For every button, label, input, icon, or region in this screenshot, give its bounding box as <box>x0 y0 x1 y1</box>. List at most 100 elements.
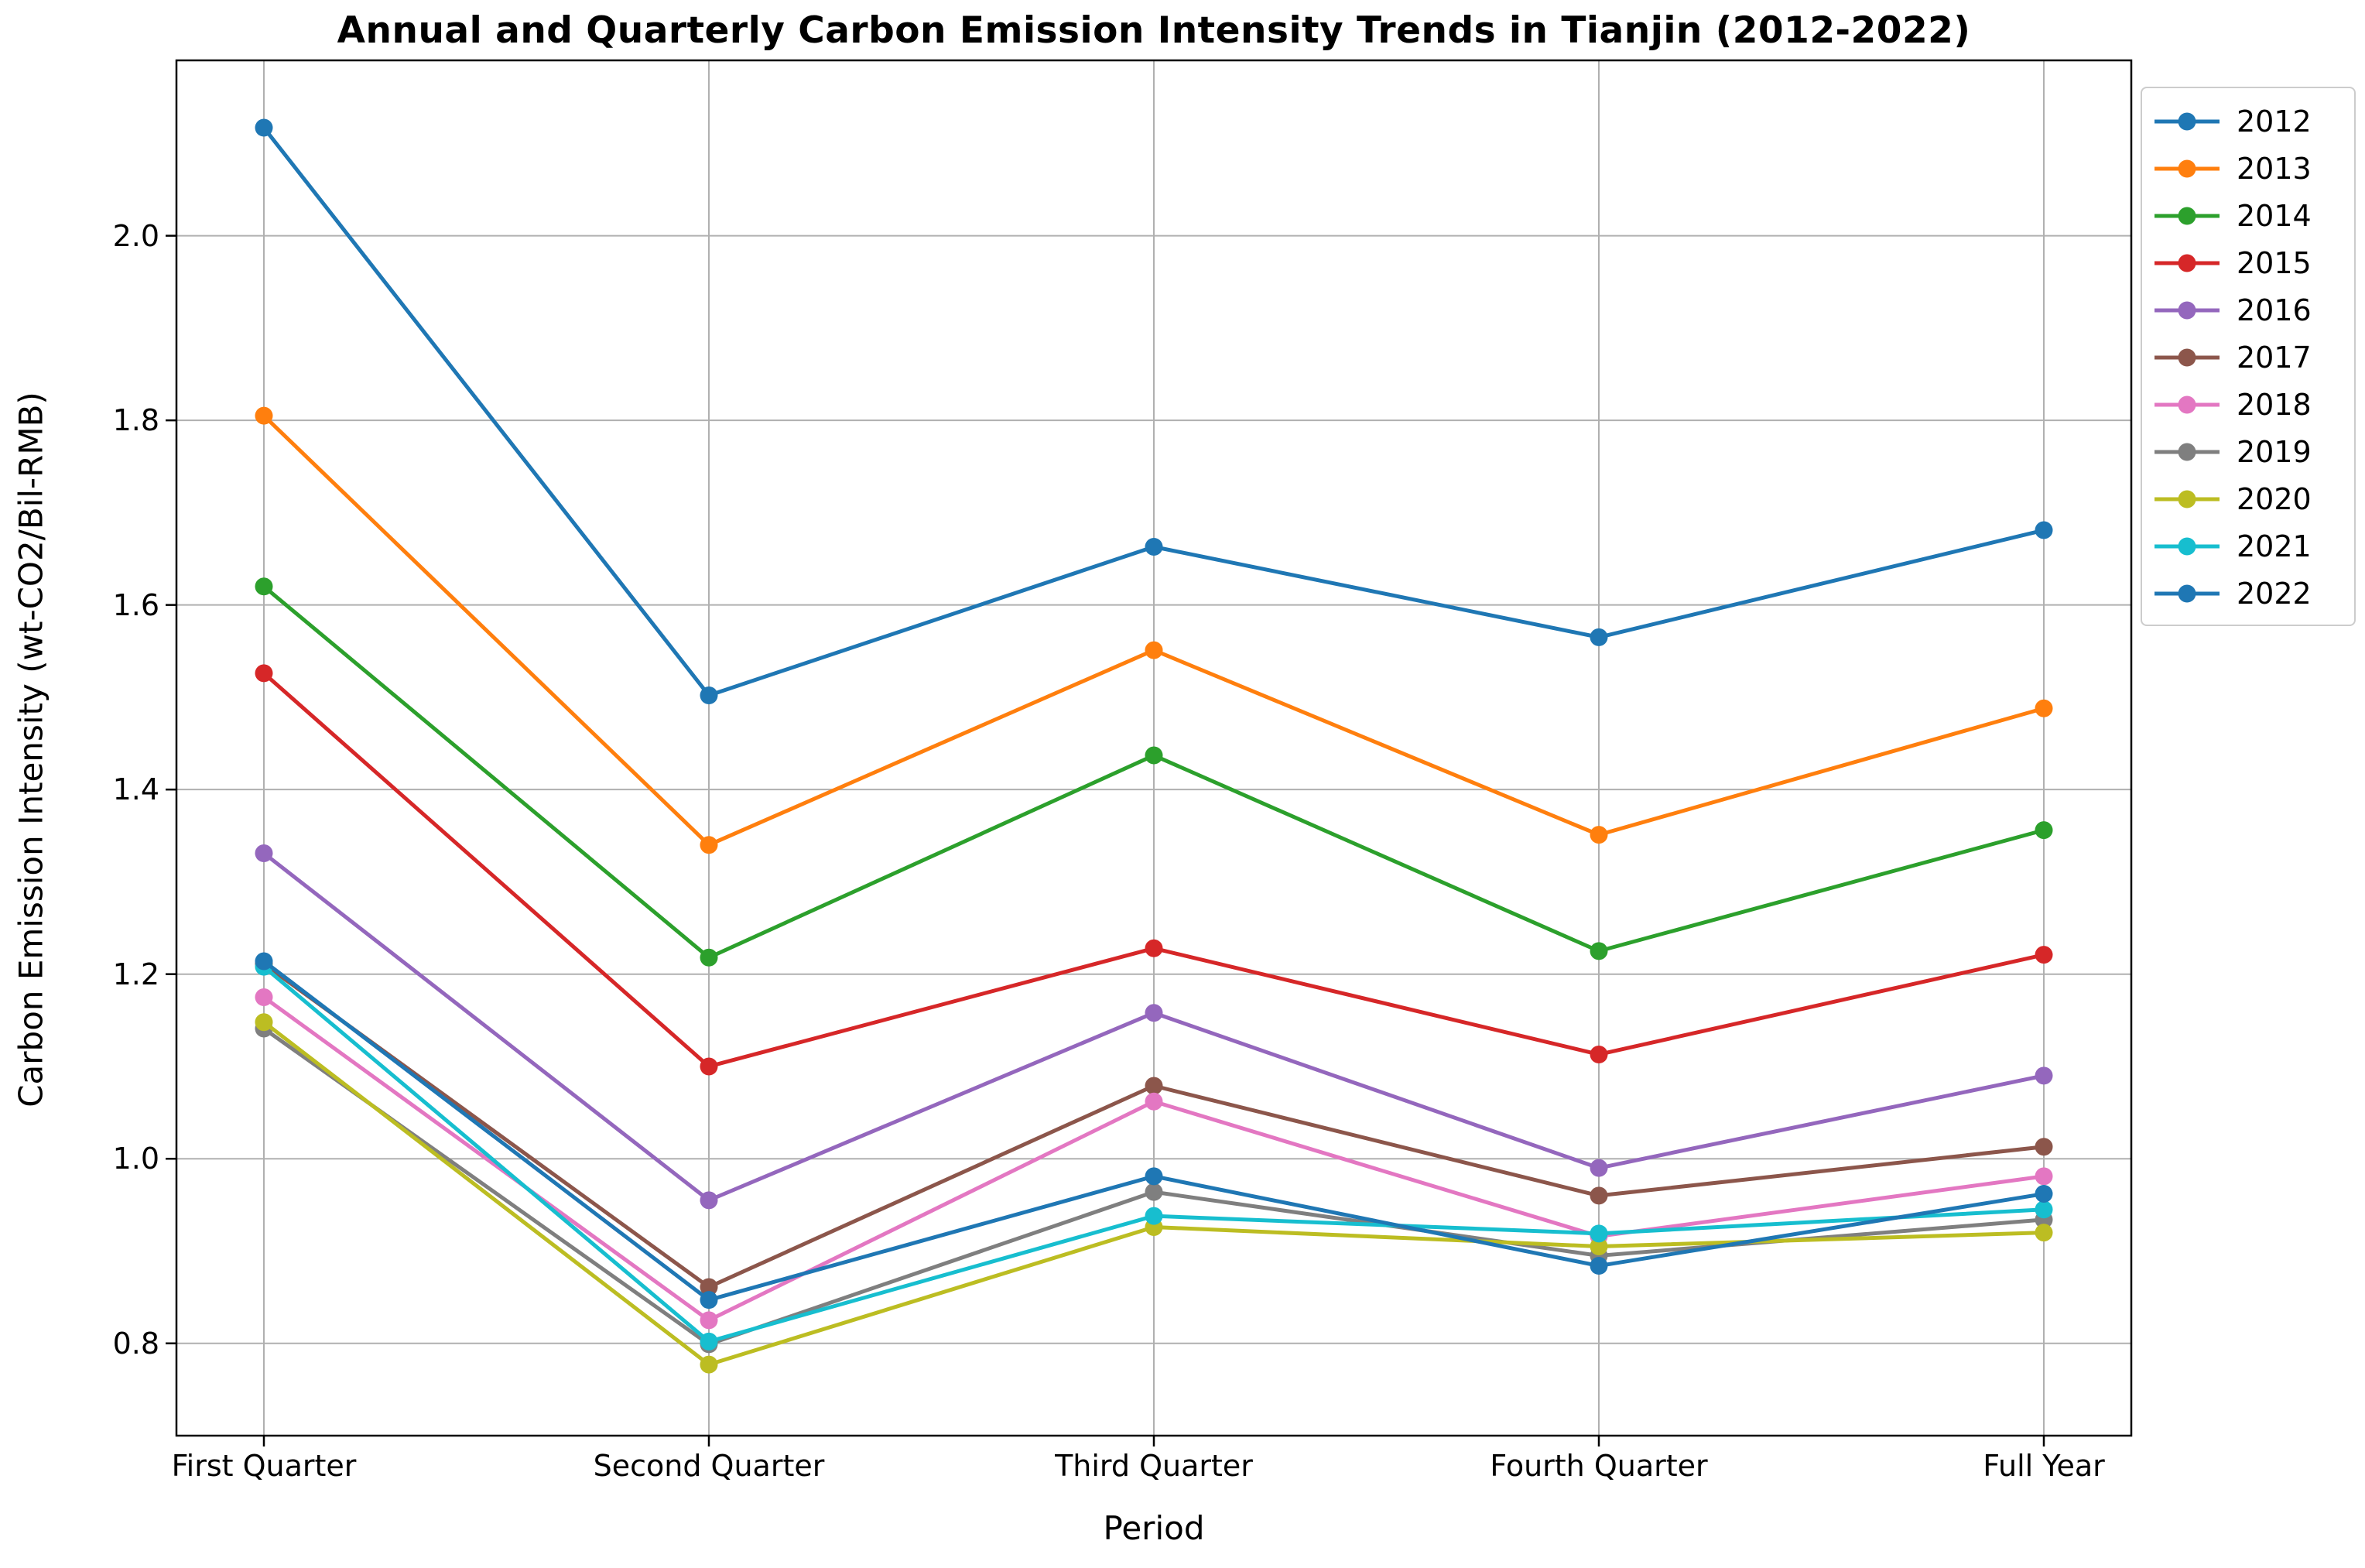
data-point-2020-3 <box>1590 1238 1608 1256</box>
legend-label: 2012 <box>2237 104 2312 139</box>
legend-marker-icon <box>2178 537 2196 555</box>
legend-item-2020: 2020 <box>2153 475 2346 522</box>
data-point-2015-1 <box>700 1057 718 1076</box>
legend-marker-icon <box>2178 301 2196 319</box>
legend-label: 2022 <box>2237 576 2312 611</box>
data-point-2020-0 <box>255 1013 273 1032</box>
data-point-2018-2 <box>1145 1092 1163 1111</box>
data-point-2017-1 <box>700 1278 718 1296</box>
legend-item-2014: 2014 <box>2153 192 2346 239</box>
data-point-2022-0 <box>255 952 273 971</box>
legend-line-sample <box>2155 112 2220 130</box>
legend-marker-icon <box>2178 443 2196 460</box>
y-tick-label-1.2: 1.2 <box>112 957 159 991</box>
legend-marker-icon <box>2178 207 2196 224</box>
data-point-2016-3 <box>1590 1159 1608 1177</box>
legend-item-2022: 2022 <box>2153 570 2346 617</box>
data-point-2015-4 <box>2035 946 2053 964</box>
y-tick-label-1.0: 1.0 <box>112 1142 159 1176</box>
legend-marker-icon <box>2178 254 2196 272</box>
legend-label: 2013 <box>2237 151 2312 186</box>
legend-item-2017: 2017 <box>2153 334 2346 381</box>
legend-marker-icon <box>2178 584 2196 602</box>
legend-line-sample <box>2155 348 2220 366</box>
legend-label: 2016 <box>2237 293 2312 327</box>
legend-item-2015: 2015 <box>2153 239 2346 286</box>
chart-title: Annual and Quarterly Carbon Emission Int… <box>337 9 1971 52</box>
x-tick-label: First Quarter <box>171 1449 357 1483</box>
data-point-2013-3 <box>1590 826 1608 844</box>
data-point-2016-0 <box>255 844 273 862</box>
legend-item-2012: 2012 <box>2153 98 2346 145</box>
data-point-2018-1 <box>700 1311 718 1330</box>
legend-marker-icon <box>2178 159 2196 177</box>
legend-label: 2019 <box>2237 434 2312 469</box>
legend-line-sample <box>2155 490 2220 508</box>
legend-marker-icon <box>2178 490 2196 508</box>
data-point-2018-0 <box>255 988 273 1007</box>
data-point-2017-2 <box>1145 1077 1163 1095</box>
x-tick-label: Full Year <box>1983 1449 2105 1483</box>
data-point-2021-3 <box>1590 1224 1608 1243</box>
data-point-2012-2 <box>1145 538 1163 556</box>
legend-item-2013: 2013 <box>2153 145 2346 192</box>
legend-marker-icon <box>2178 112 2196 130</box>
data-point-2013-2 <box>1145 641 1163 659</box>
data-point-2013-4 <box>2035 699 2053 717</box>
data-point-2019-2 <box>1145 1183 1163 1201</box>
legend-item-2019: 2019 <box>2153 428 2346 475</box>
data-point-2012-4 <box>2035 521 2053 539</box>
legend-item-2018: 2018 <box>2153 381 2346 428</box>
legend-line-sample <box>2155 395 2220 413</box>
x-tick-label: Third Quarter <box>1055 1449 1253 1483</box>
data-point-2014-0 <box>255 577 273 596</box>
data-point-2012-3 <box>1590 628 1608 646</box>
y-tick-label-1.8: 1.8 <box>112 403 159 438</box>
legend-marker-icon <box>2178 348 2196 366</box>
data-point-2015-2 <box>1145 939 1163 957</box>
y-tick-label-2.0: 2.0 <box>112 218 159 253</box>
x-axis-label: Period <box>1103 1509 1205 1547</box>
data-point-2016-2 <box>1145 1004 1163 1022</box>
y-tick-label-0.8: 0.8 <box>112 1326 159 1361</box>
data-point-2020-1 <box>700 1355 718 1374</box>
legend-line-sample <box>2155 537 2220 555</box>
legend-line-sample <box>2155 159 2220 177</box>
legend-line-sample <box>2155 584 2220 602</box>
legend-label: 2020 <box>2237 481 2312 516</box>
y-tick-label-1.4: 1.4 <box>112 772 159 807</box>
legend-line-sample <box>2155 443 2220 460</box>
data-point-2021-4 <box>2035 1200 2053 1219</box>
legend-line-sample <box>2155 207 2220 224</box>
axes-spines <box>175 59 2133 1437</box>
data-point-2014-1 <box>700 948 718 967</box>
legend-label: 2017 <box>2237 340 2312 375</box>
data-point-2014-3 <box>1590 942 1608 960</box>
data-point-2016-1 <box>700 1191 718 1210</box>
data-point-2012-1 <box>700 686 718 705</box>
data-point-2016-4 <box>2035 1066 2053 1085</box>
legend-label: 2021 <box>2237 529 2312 563</box>
data-point-2022-4 <box>2035 1185 2053 1203</box>
data-point-2021-1 <box>700 1332 718 1351</box>
x-tick-label: Second Quarter <box>593 1449 825 1483</box>
data-point-2018-4 <box>2035 1167 2053 1186</box>
legend-line-sample <box>2155 254 2220 272</box>
x-tick-label: Fourth Quarter <box>1490 1449 1708 1483</box>
data-point-2014-4 <box>2035 821 2053 840</box>
data-point-2012-0 <box>255 118 273 137</box>
data-point-2021-2 <box>1145 1207 1163 1225</box>
data-point-2020-4 <box>2035 1224 2053 1242</box>
data-point-2022-1 <box>700 1291 718 1310</box>
data-point-2014-2 <box>1145 746 1163 765</box>
data-point-2017-4 <box>2035 1138 2053 1156</box>
legend-label: 2014 <box>2237 198 2312 233</box>
legend-line-sample <box>2155 301 2220 319</box>
data-point-2015-0 <box>255 664 273 683</box>
legend-marker-icon <box>2178 395 2196 413</box>
data-point-2022-3 <box>1590 1257 1608 1275</box>
data-point-2015-3 <box>1590 1045 1608 1063</box>
data-point-2013-1 <box>700 836 718 854</box>
